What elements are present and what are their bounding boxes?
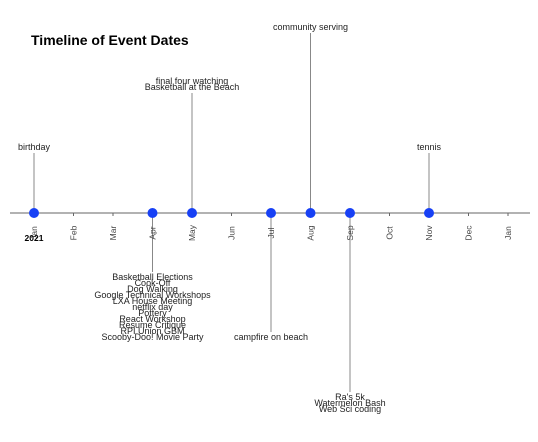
event-label: Web Sci coding (319, 404, 381, 414)
event-marker (424, 208, 434, 218)
event-label: Dog Walking (127, 284, 178, 294)
event-label: Basketball Elections (112, 272, 193, 282)
event-marker (147, 208, 158, 218)
stems-layer (33, 33, 430, 392)
event-label: final four watching (156, 76, 229, 86)
event-label: LXA House Meeting (113, 296, 193, 306)
chart-title: Timeline of Event Dates (31, 32, 189, 48)
month-tick-label: Sep (345, 225, 355, 240)
month-tick-label: Aug (306, 225, 316, 240)
month-tick-label: Jan (503, 226, 513, 240)
event-label: Basketball at the Beach (145, 82, 240, 92)
event-labels-layer: birthday Basketball ElectionsCook-OffDog … (18, 22, 442, 414)
event-marker (345, 208, 355, 218)
event-label: campfire on beach (234, 332, 308, 342)
month-tick-label: Oct (385, 226, 395, 240)
year-label: 2021 (25, 233, 44, 243)
event-label: Resume Critique (119, 320, 186, 330)
event-marker (266, 208, 276, 218)
month-tick-label: Nov (424, 225, 434, 241)
month-tick-label: May (187, 224, 197, 241)
markers-layer (29, 208, 434, 218)
event-label: Google Technical Workshops (94, 290, 211, 300)
month-tick-label: Mar (108, 226, 118, 241)
event-label: Scooby-Doo! Movie Party (101, 332, 204, 342)
event-marker (305, 208, 316, 218)
event-marker (29, 208, 39, 218)
event-label: community serving (273, 22, 348, 32)
month-tick-label: Apr (148, 226, 158, 239)
event-label: React Workshop (119, 314, 185, 324)
month-tick-label: Dec (464, 225, 474, 241)
event-label: RPI Union GBM (120, 326, 184, 336)
month-tick-label: Jul (266, 227, 276, 238)
event-label: netflix day (132, 302, 173, 312)
month-tick-label: Feb (69, 225, 79, 240)
month-tick-label: Jan (29, 226, 39, 240)
event-label: Cook-Off (135, 278, 171, 288)
event-label: birthday (18, 142, 51, 152)
month-tick-label: Jun (227, 226, 237, 240)
event-label: Ra's 5k (335, 392, 365, 402)
event-label: Pottery (138, 308, 167, 318)
event-label: Watermelon Bash (314, 398, 385, 408)
event-marker (187, 208, 197, 218)
event-label: tennis (417, 142, 442, 152)
